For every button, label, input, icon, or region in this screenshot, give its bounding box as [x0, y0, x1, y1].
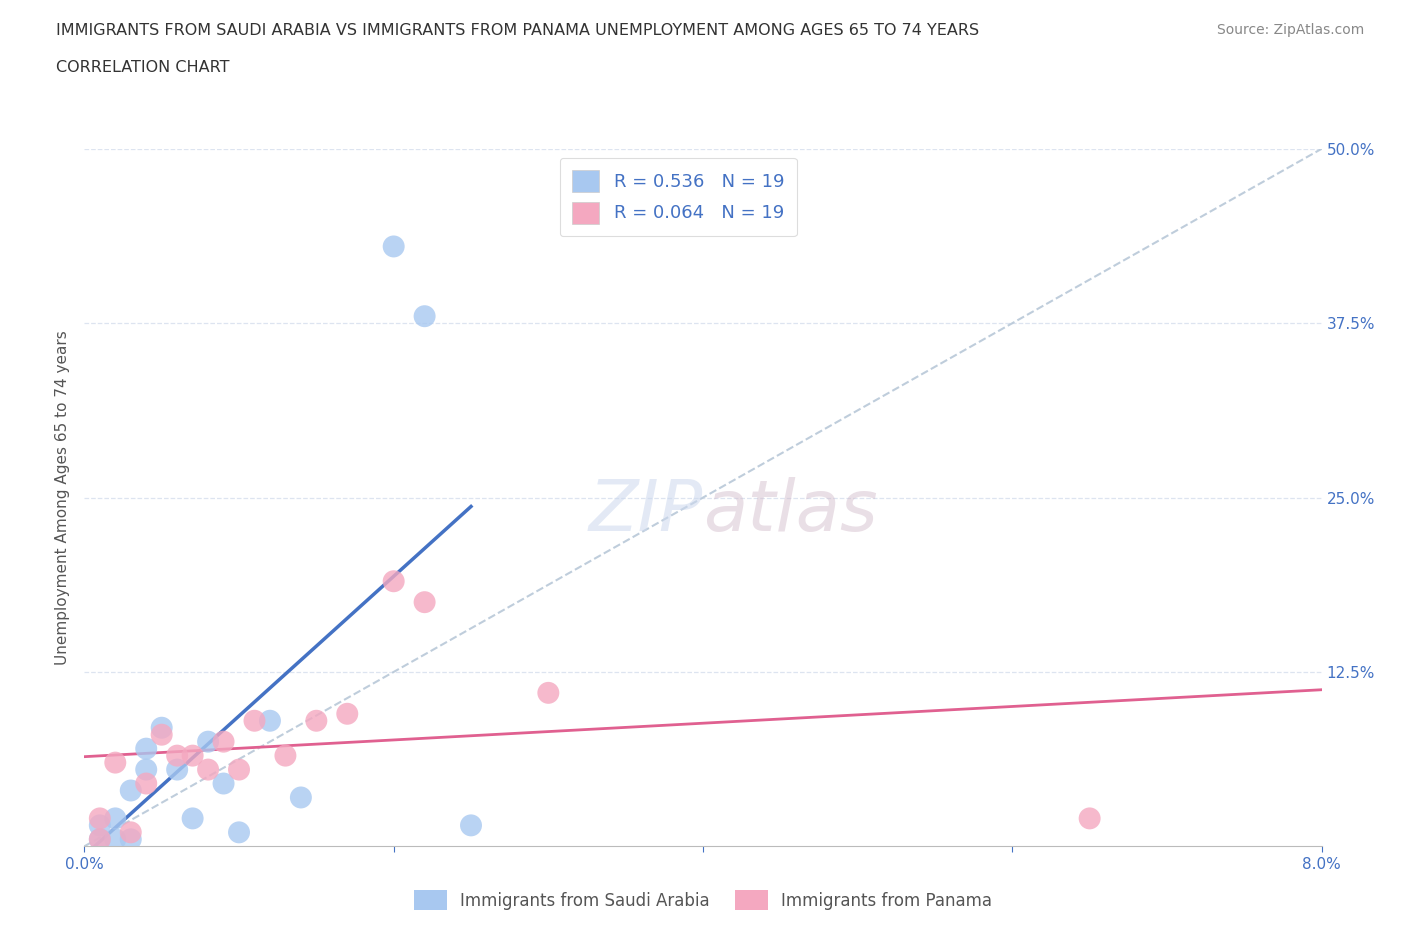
Point [259, 713, 281, 728]
Point [150, 727, 173, 742]
Point [89, 832, 111, 847]
Point [89, 818, 111, 833]
Point [336, 707, 359, 722]
Text: IMMIGRANTS FROM SAUDI ARABIA VS IMMIGRANTS FROM PANAMA UNEMPLOYMENT AMONG AGES 6: IMMIGRANTS FROM SAUDI ARABIA VS IMMIGRAN… [56, 23, 980, 38]
Point [181, 748, 204, 763]
Point [212, 776, 235, 790]
Point [228, 763, 250, 777]
Point [166, 763, 188, 777]
Text: atlas: atlas [703, 477, 877, 546]
Point [290, 790, 312, 805]
Point [197, 763, 219, 777]
Point [120, 825, 142, 840]
Point [150, 721, 173, 736]
Text: CORRELATION CHART: CORRELATION CHART [56, 60, 229, 75]
Y-axis label: Unemployment Among Ages 65 to 74 years: Unemployment Among Ages 65 to 74 years [55, 330, 70, 665]
Point [104, 755, 127, 770]
Point [413, 595, 436, 610]
Point [212, 735, 235, 750]
Point [104, 832, 127, 847]
Point [197, 735, 219, 750]
Point [181, 811, 204, 826]
Point [135, 776, 157, 790]
Point [135, 741, 157, 756]
Point [228, 825, 250, 840]
Point [243, 713, 266, 728]
Point [1078, 811, 1101, 826]
Point [537, 685, 560, 700]
Point [104, 811, 127, 826]
Point [166, 748, 188, 763]
Point [413, 309, 436, 324]
Point [89, 832, 111, 847]
Point [120, 783, 142, 798]
Point [135, 763, 157, 777]
Text: Source: ZipAtlas.com: Source: ZipAtlas.com [1216, 23, 1364, 37]
Point [120, 832, 142, 847]
Legend: Immigrants from Saudi Arabia, Immigrants from Panama: Immigrants from Saudi Arabia, Immigrants… [406, 884, 1000, 917]
Text: ZIP: ZIP [589, 477, 703, 546]
Point [305, 713, 328, 728]
Legend: R = 0.536   N = 19, R = 0.064   N = 19: R = 0.536 N = 19, R = 0.064 N = 19 [560, 158, 797, 236]
Point [274, 748, 297, 763]
Point [460, 818, 482, 833]
Point [382, 239, 405, 254]
Point [89, 811, 111, 826]
Point [382, 574, 405, 589]
